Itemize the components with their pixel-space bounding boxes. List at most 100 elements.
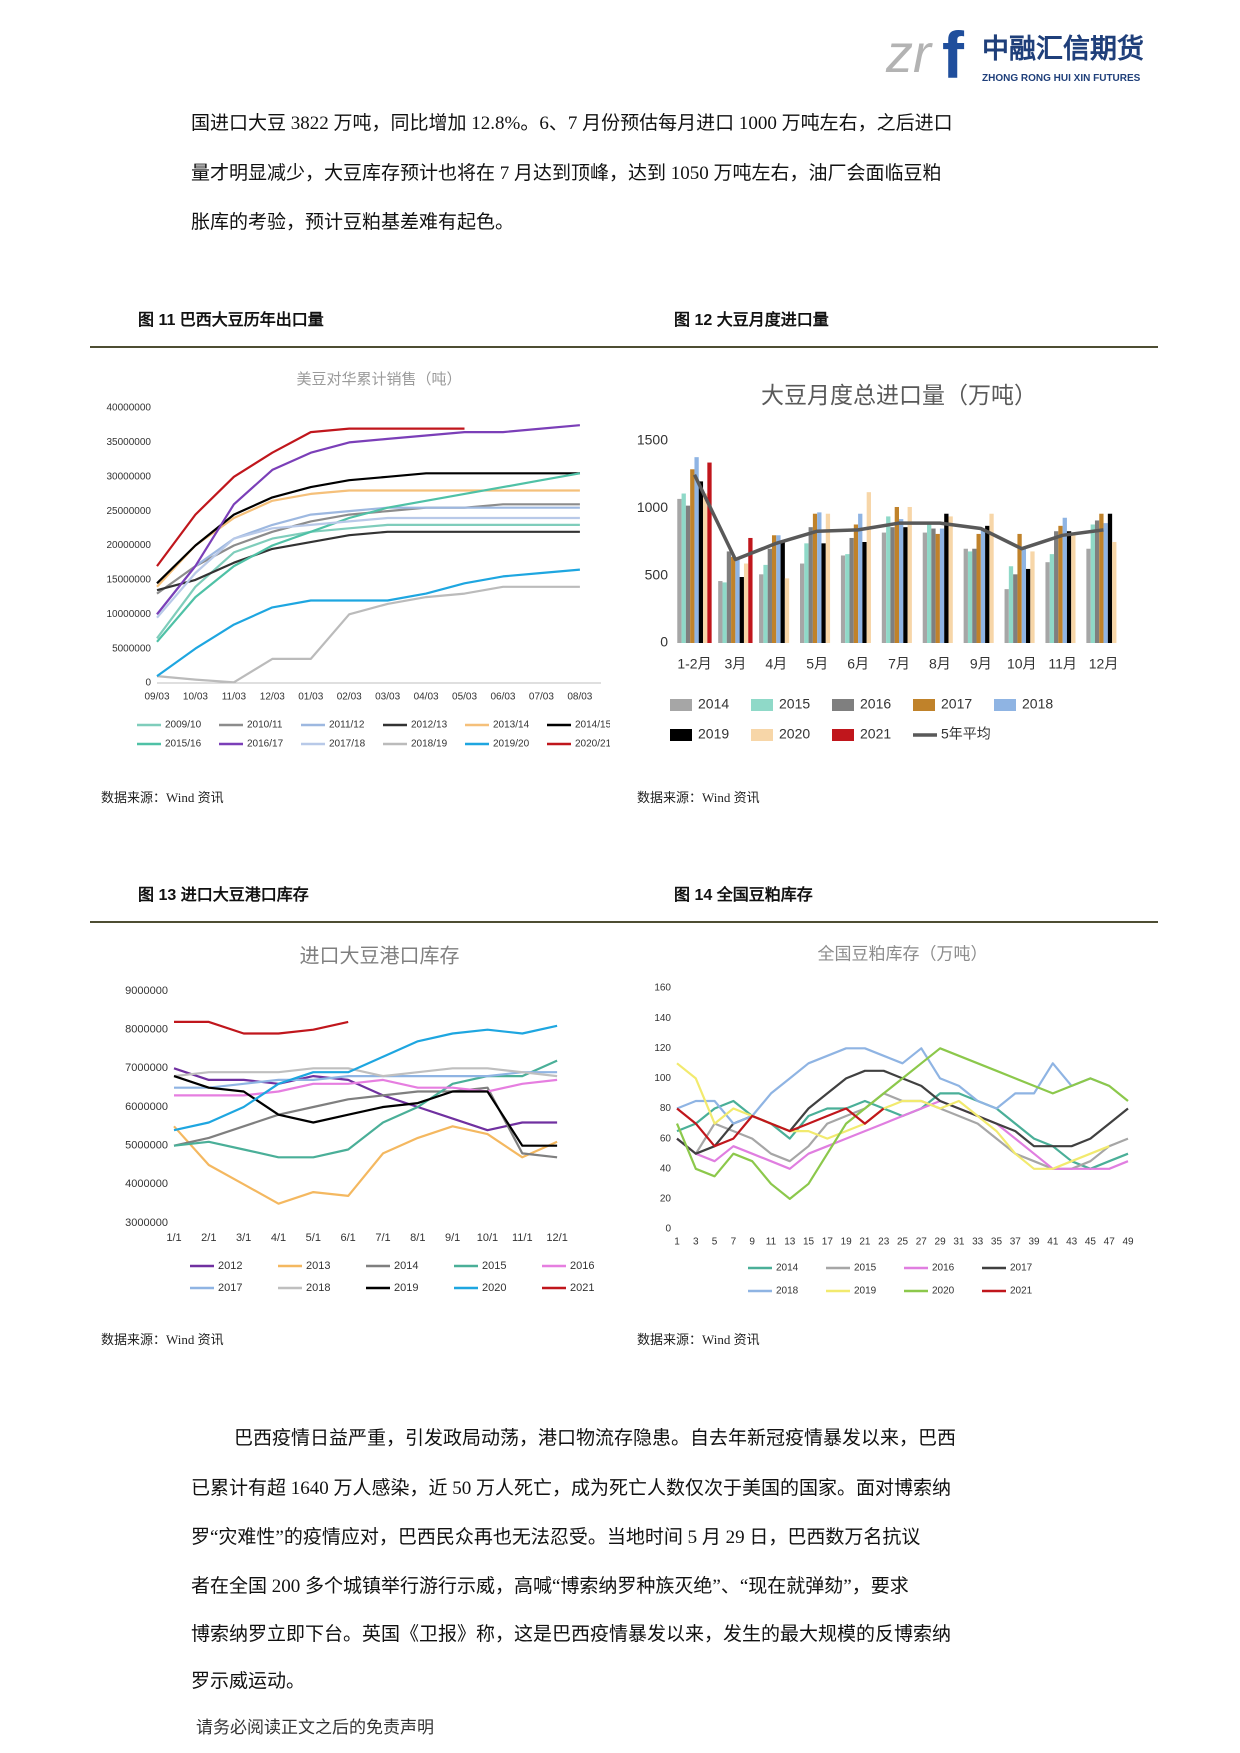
x-tick-label: 01/03 [298, 692, 323, 703]
series-line [156, 472, 580, 585]
legend-label: 2010/11 [247, 720, 283, 731]
series-line [676, 1062, 1110, 1170]
y-tick-label: 120 [654, 1043, 671, 1054]
bar [1030, 551, 1035, 643]
bar [903, 527, 908, 643]
y-tick-label: 30000000 [107, 471, 152, 482]
legend-label: 2015 [779, 696, 810, 712]
bar [853, 524, 859, 643]
bar [931, 528, 936, 643]
bar [743, 563, 749, 643]
legend-label: 2012/13 [411, 720, 448, 731]
text-line: 量才明显减少，大豆库存预计也将在 7 月达到顶峰，达到 1050 万吨左右，油厂… [191, 163, 942, 184]
bar [722, 582, 727, 643]
x-tick-label: 5/1 [306, 1232, 321, 1244]
bar [989, 513, 994, 643]
y-tick-label: 5000000 [112, 643, 151, 654]
bar [1026, 568, 1031, 643]
legend-label: 2017/18 [329, 739, 366, 750]
bar [677, 498, 682, 643]
legend-label: 2020/21 [575, 739, 610, 750]
series-line [156, 472, 581, 643]
x-tick-label: 19 [841, 1237, 853, 1248]
x-tick-label: 11 [766, 1237, 777, 1248]
y-tick-label: 5000000 [125, 1140, 168, 1152]
bar [739, 577, 744, 643]
bar [800, 563, 805, 643]
x-tick-label: 33 [972, 1237, 984, 1248]
bar [899, 519, 904, 643]
series-line [156, 585, 580, 684]
bar [681, 493, 686, 643]
x-tick-label: 9/1 [445, 1232, 460, 1244]
bar [804, 543, 809, 643]
series-line [676, 1107, 885, 1148]
x-tick-label: 12月 [1089, 656, 1119, 672]
legend-label: 2009/10 [165, 720, 202, 731]
bar [1049, 554, 1055, 643]
text-line: 博索纳罗立即下台。英国《卫报》称，这是巴西疫情暴发以来，发生的最大规模的反博索纳 [191, 1624, 952, 1645]
x-tick-label: 1/1 [166, 1232, 181, 1244]
bar [748, 537, 753, 643]
legend-swatch [670, 729, 692, 741]
legend-label: 2016 [932, 1263, 955, 1274]
legend-label: 2020 [482, 1282, 506, 1294]
chart-title: 进口大豆港口库存 [300, 944, 460, 967]
legend-label: 2014 [394, 1260, 418, 1272]
legend-label: 2013/14 [493, 720, 530, 731]
bar [862, 542, 867, 643]
text-line: 已累计有超 1640 万人感染，近 50 万人死亡，成为死亡人数仅次于美国的国家… [191, 1478, 952, 1499]
x-tick-label: 23 [878, 1237, 890, 1248]
x-tick-label: 06/03 [490, 692, 515, 703]
bar [845, 554, 850, 643]
bar [967, 551, 973, 643]
bar [972, 548, 977, 643]
bar [976, 533, 981, 643]
x-tick-label: 12/03 [260, 692, 285, 703]
text-line: 罗示威运动。 [191, 1671, 306, 1692]
bar [776, 535, 781, 643]
text-line: 国进口大豆 3822 万吨，同比增加 12.8%。6、7 月份预估每月进口 10… [191, 113, 953, 134]
company-name-en: ZHONG RONG HUI XIN FUTURES [982, 73, 1141, 84]
bar [767, 548, 772, 643]
bar [963, 548, 968, 643]
x-tick-label: 35 [991, 1237, 1003, 1248]
legend-label: 5年平均 [941, 726, 991, 742]
x-tick-label: 43 [1066, 1237, 1078, 1248]
legend-label: 2013 [306, 1260, 330, 1272]
bar [858, 513, 863, 643]
legend-label: 2019 [394, 1282, 418, 1294]
x-tick-label: 9 [749, 1237, 755, 1248]
bar [907, 506, 912, 643]
bar [1099, 513, 1104, 643]
company-name: 中融汇信期货 [982, 33, 1144, 64]
x-tick-label: 4/1 [271, 1232, 286, 1244]
legend-swatch [832, 699, 854, 711]
y-tick-label: 0 [660, 634, 668, 650]
series-line [156, 424, 580, 615]
legend-label: 2015/16 [165, 739, 202, 750]
x-tick-label: 7月 [888, 656, 910, 672]
legend-label: 2015 [854, 1263, 877, 1274]
x-tick-label: 02/03 [337, 692, 362, 703]
x-tick-label: 10/03 [183, 692, 208, 703]
rule [90, 346, 1158, 348]
x-tick-label: 7 [731, 1237, 737, 1248]
bar [698, 481, 704, 643]
bar [1004, 589, 1009, 643]
x-tick-label: 39 [1028, 1237, 1040, 1248]
bar [894, 506, 899, 643]
x-tick-label: 6/1 [341, 1232, 356, 1244]
bar [808, 527, 813, 643]
bar [939, 528, 945, 643]
bar [890, 527, 895, 643]
text-line: 胀库的考验，预计豆粕基差难有起色。 [191, 212, 515, 233]
x-tick-label: 09/03 [144, 692, 169, 703]
source-note: 数据来源：Wind 资讯 [637, 1332, 760, 1347]
bar [1054, 531, 1059, 643]
legend-label: 2017 [218, 1282, 242, 1294]
rule [90, 921, 1158, 923]
bar [1090, 524, 1095, 643]
x-tick-label: 47 [1104, 1237, 1116, 1248]
